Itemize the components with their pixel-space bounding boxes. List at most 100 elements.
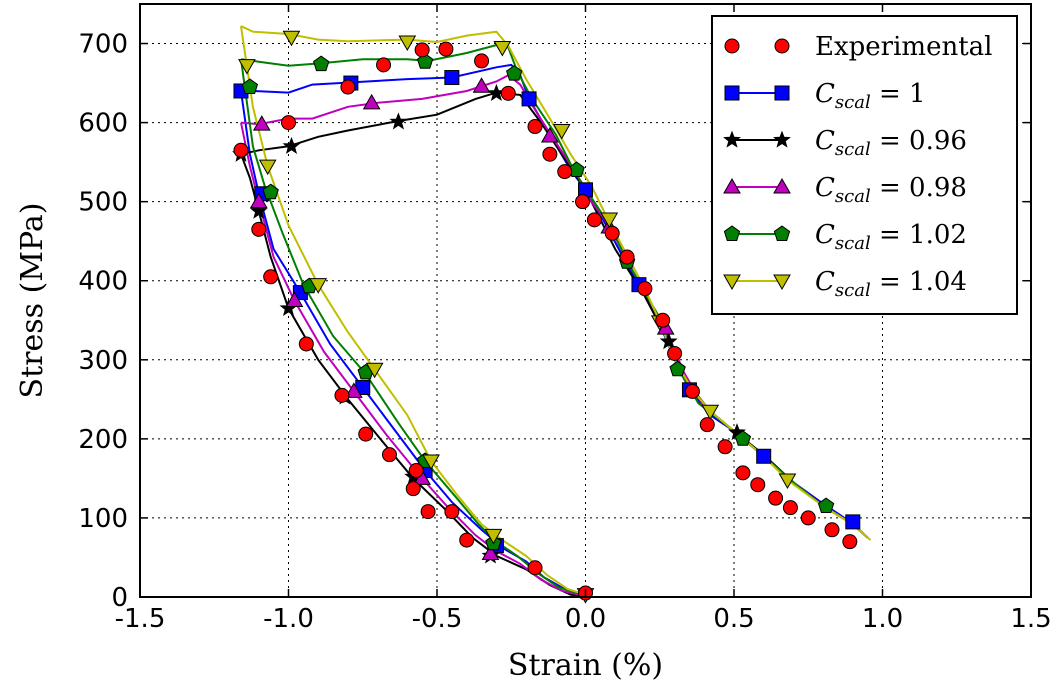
data-point-experimental [750, 477, 766, 493]
legend-label-c096: Cscal = 0.96 [815, 126, 967, 160]
legend-label-experimental: Experimental [815, 32, 992, 62]
data-point-experimental [586, 212, 602, 228]
legend-label-c102: Cscal = 1.02 [815, 220, 967, 254]
y-tick-label: 400 [78, 267, 128, 297]
data-point-c102 [506, 64, 523, 81]
data-point-experimental [376, 57, 392, 73]
y-tick-label: 0 [111, 583, 128, 613]
x-tick-label: -0.5 [412, 604, 463, 634]
data-point-experimental [575, 194, 591, 210]
series-markers [232, 30, 861, 604]
data-point-experimental [655, 312, 671, 328]
data-point-c096 [282, 136, 301, 154]
data-point-experimental [263, 269, 279, 285]
data-point-c104 [422, 454, 440, 471]
legend: Experimental Cscal = 1 Cscal = 0.96 Cscal =… [711, 15, 1018, 315]
data-point-c098 [344, 382, 363, 398]
data-point-experimental [414, 42, 430, 58]
data-point-c098 [362, 93, 381, 110]
data-point-experimental [405, 481, 421, 497]
data-point-c1 [521, 91, 537, 107]
data-point-c104 [398, 35, 417, 51]
data-point-c102 [416, 53, 434, 69]
data-point-experimental [233, 142, 249, 158]
data-point-experimental [474, 53, 490, 69]
data-point-experimental [604, 225, 620, 241]
legend-marker-c104 [773, 274, 791, 291]
data-point-c104 [701, 404, 720, 421]
data-point-experimental [420, 504, 436, 520]
data-point-experimental [667, 345, 683, 361]
data-point-c096 [659, 332, 678, 350]
data-point-experimental [358, 426, 374, 442]
data-point-experimental [500, 85, 516, 101]
data-point-experimental [735, 465, 751, 481]
x-tick-labels: -1.5 -1.0 -0.5 0.0 0.5 1.0 1.5 [115, 604, 1052, 634]
legend-marker-c1 [774, 85, 790, 101]
data-point-experimental [281, 115, 296, 131]
legend-marker-c098 [773, 177, 791, 194]
data-point-experimental [438, 41, 454, 57]
data-point-experimental [684, 383, 700, 399]
legend-marker-c096 [723, 130, 741, 148]
data-point-c102 [669, 360, 686, 377]
data-point-experimental [298, 336, 314, 352]
y-tick-label: 200 [78, 425, 128, 455]
legend-marker-c102 [723, 225, 741, 241]
data-point-experimental [527, 560, 543, 576]
data-point-c102 [241, 78, 259, 94]
data-point-experimental [408, 462, 424, 478]
data-point-c1 [444, 70, 460, 86]
data-point-c104 [238, 59, 256, 75]
data-point-c096 [249, 201, 268, 219]
data-point-experimental [768, 490, 784, 506]
data-point-c104 [258, 159, 277, 176]
data-point-experimental [340, 79, 356, 95]
y-axis-label: Stress (MPa) [15, 203, 50, 399]
data-point-experimental [557, 164, 573, 180]
data-point-c098 [285, 291, 304, 307]
data-point-experimental [842, 534, 858, 550]
data-point-c098 [249, 192, 268, 209]
data-point-experimental [334, 387, 350, 403]
data-point-c102 [817, 497, 835, 513]
data-point-experimental [381, 447, 397, 463]
legend-label-c098: Cscal = 0.98 [815, 173, 967, 207]
data-point-experimental [637, 281, 653, 297]
data-point-c096 [389, 112, 408, 130]
legend-marker-experimental [774, 38, 790, 54]
data-point-experimental [527, 119, 543, 135]
data-point-c098 [472, 77, 491, 93]
x-tick-label: 1.0 [862, 604, 903, 634]
data-point-experimental [619, 249, 635, 265]
data-point-experimental [717, 439, 733, 455]
data-point-c102 [313, 55, 330, 72]
data-point-c098 [540, 127, 559, 143]
data-point-c1 [845, 514, 861, 530]
data-point-c104 [282, 30, 301, 47]
x-tick-label: 0.0 [565, 604, 606, 634]
legend-marker-c096 [773, 130, 791, 148]
y-tick-label: 100 [78, 504, 128, 534]
data-point-c098 [252, 115, 271, 131]
data-point-experimental [699, 417, 715, 433]
legend-marker-c1 [724, 85, 740, 101]
data-point-experimental [800, 510, 816, 526]
data-point-c104 [600, 212, 619, 229]
legend-box [711, 15, 1018, 315]
data-point-experimental [782, 500, 798, 516]
x-axis-label: Strain (%) [508, 648, 663, 683]
y-tick-label: 300 [78, 346, 128, 376]
y-tick-label: 700 [78, 30, 128, 60]
data-point-experimental [824, 522, 840, 538]
data-point-c102 [262, 183, 279, 200]
y-tick-label: 500 [78, 188, 128, 218]
legend-label-c1: Cscal = 1 [815, 79, 926, 113]
legend-marker-c102 [773, 225, 791, 241]
data-point-c104 [778, 473, 797, 489]
legend-marker-c104 [723, 274, 741, 291]
data-point-c104 [484, 528, 503, 545]
data-point-c104 [552, 124, 571, 140]
x-tick-label: -1.5 [115, 604, 166, 634]
